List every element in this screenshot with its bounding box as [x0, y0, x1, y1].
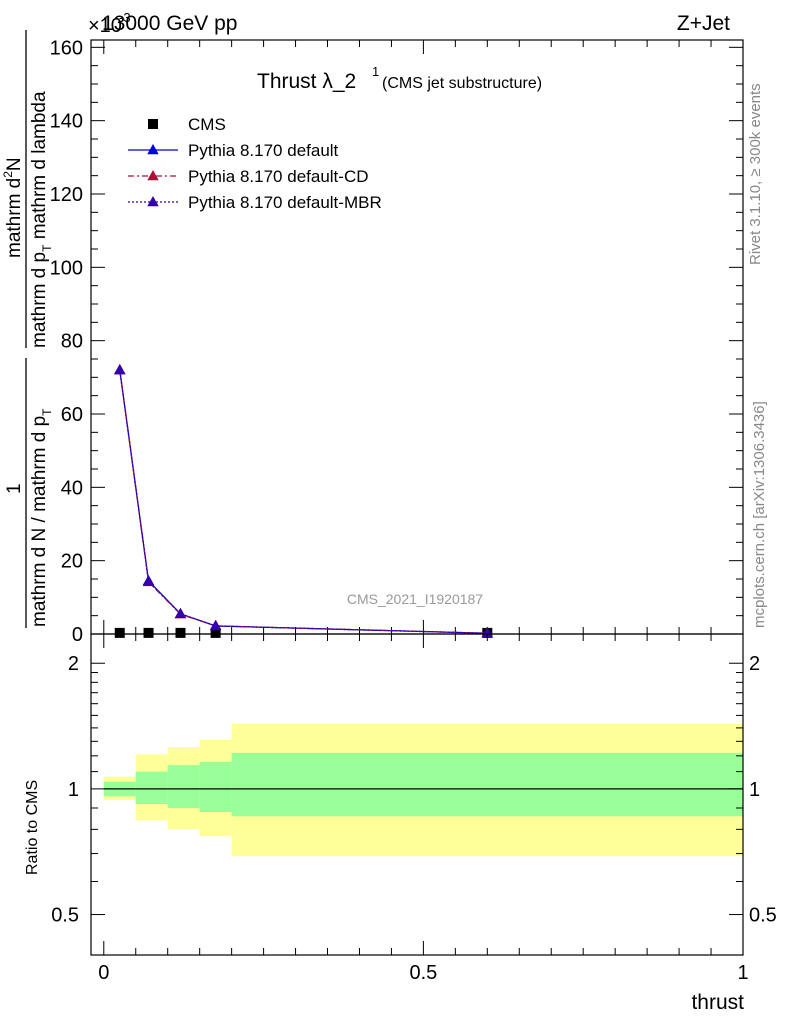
- xtick-label: 0.5: [409, 962, 437, 984]
- ratio-ytick-label-left: 2: [68, 653, 79, 675]
- series-point-3: [174, 607, 187, 619]
- cms-data-point: [143, 627, 154, 638]
- ratio-ytick-label-left: 0.5: [51, 905, 79, 927]
- main-ytick-label: 20: [61, 551, 83, 573]
- legend-label: Pythia 8.170 default-CD: [188, 167, 369, 186]
- y-multiplier-base: ×10: [88, 15, 122, 37]
- rivet-label: Rivet 3.1.10, ≥ 300k events: [747, 83, 764, 265]
- ratio-frame: [90, 633, 744, 956]
- ratio-band-inner-1: [135, 771, 168, 805]
- cms-data-point: [210, 627, 221, 638]
- main-ytick-label: 0: [72, 624, 83, 646]
- main-ytick-label: 40: [61, 477, 83, 499]
- series-line-2: [119, 369, 488, 634]
- header-left: 13000 GeV pp: [102, 12, 237, 35]
- ratio-ytick-label-right: 1: [749, 779, 760, 801]
- ratio-band-inner-4: [231, 752, 744, 817]
- x-axis-label: thrust: [691, 991, 744, 1014]
- y-multiplier: ×10 -3: [88, 10, 131, 37]
- ratio-ytick-label-right: 2: [749, 653, 760, 675]
- main-ytick-label: 140: [50, 111, 83, 133]
- plot-title-sup: 1: [372, 64, 379, 79]
- legend-label: CMS: [188, 115, 226, 134]
- ylabel-outer-numerator: 1: [4, 483, 25, 494]
- legend: CMS Pythia 8.170 default Pythia 8.170 defa…: [128, 115, 382, 212]
- plot-title-main: Thrust λ_2: [257, 70, 356, 93]
- ylabel-frac2-den-text: mathrm d N / mathrm d p: [29, 416, 50, 627]
- main-ytick-label: 160: [50, 37, 83, 59]
- xtick-label: 1: [737, 962, 748, 984]
- series-point-3: [481, 627, 494, 638]
- ratio-ytick-label-left: 1: [68, 779, 79, 801]
- ylabel-num-tail: N: [4, 157, 25, 171]
- legend-marker-1: [147, 144, 159, 155]
- legend-label: Pythia 8.170 default: [188, 141, 339, 160]
- ylabel-den-sub: T: [40, 244, 54, 252]
- main-ytick-label: 80: [61, 331, 83, 353]
- ylabel-num-text: mathrm d: [4, 178, 25, 258]
- plot-title: Thrust λ_2 1 (CMS jet substructure): [257, 64, 542, 93]
- main-ytick-label: 100: [50, 257, 83, 279]
- main-ytick-label: 120: [50, 184, 83, 206]
- plot-title-sub: (CMS jet substructure): [382, 75, 542, 92]
- legend-marker-cms: [148, 119, 158, 129]
- ratio-band-inner-3: [199, 761, 232, 813]
- cms-data-point: [175, 627, 186, 638]
- main-panel: 0 20 40 60 80 100 120 140 160: [50, 37, 744, 646]
- analysis-watermark: CMS_2021_I1920187: [347, 591, 483, 607]
- ylabel-den-tail: mathrm d lambda: [29, 91, 50, 245]
- y-multiplier-exponent: -3: [119, 10, 131, 25]
- ylabel-den-text: mathrm d p: [29, 252, 50, 348]
- ylabel-frac2-den-sub: T: [40, 408, 54, 416]
- main-y-axis-label: mathrm d2N mathrm d pT mathrm d lambda 1…: [1, 30, 54, 628]
- legend-label: Pythia 8.170 default-MBR: [188, 193, 382, 212]
- main-ytick-label: 60: [61, 404, 83, 426]
- ratio-band-inner-2: [167, 765, 200, 808]
- xtick-label: 0: [98, 962, 109, 984]
- cms-data-point: [114, 627, 125, 638]
- header-right: Z+Jet: [677, 12, 730, 35]
- ratio-y-axis-label: Ratio to CMS: [24, 780, 41, 875]
- ylabel-outer-denominator: mathrm d N / mathrm d pT: [29, 408, 54, 627]
- series-point-3: [142, 575, 155, 586]
- ratio-ytick-label-right: 0.5: [749, 905, 777, 927]
- legend-marker-3: [147, 196, 159, 207]
- legend-marker-2: [147, 170, 159, 181]
- series-point-3: [209, 619, 222, 631]
- ratio-panel: 0 0.5 1 0.5 0.5 1 1 2 2: [51, 633, 777, 984]
- series-point-3: [114, 364, 126, 375]
- ylabel-numerator: mathrm d2N: [1, 157, 25, 258]
- ylabel-num-sup: 2: [1, 171, 15, 178]
- ylabel-denominator: mathrm d pT mathrm d lambda: [29, 91, 54, 348]
- mcplots-label: mcplots.cern.ch [arXiv:1306.3436]: [751, 401, 768, 628]
